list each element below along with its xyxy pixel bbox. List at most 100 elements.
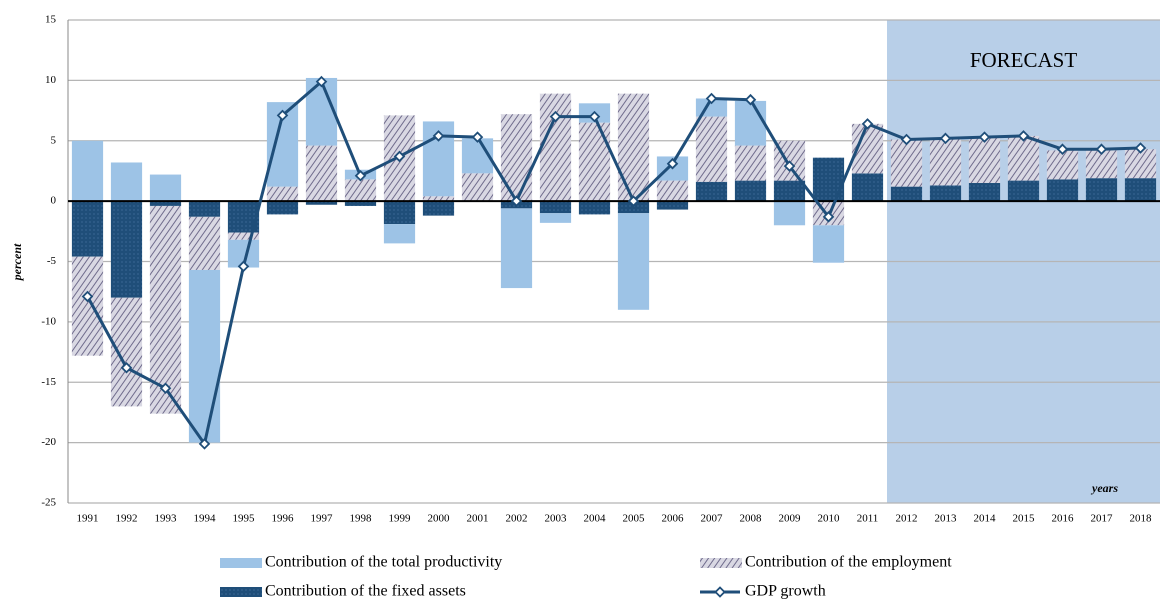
bar — [1124, 178, 1157, 202]
legend-label: Contribution of the fixed assets — [265, 583, 466, 600]
line — [86, 79, 1141, 448]
bar — [188, 201, 221, 217]
x-tick-label: 1996 — [272, 513, 295, 525]
marker — [900, 133, 913, 146]
bar — [110, 297, 143, 407]
x-tick-label: 1993 — [155, 513, 178, 525]
bar — [812, 225, 845, 263]
bar — [578, 201, 611, 215]
x-tick-label: 2015 — [1013, 513, 1036, 525]
bar — [539, 201, 572, 214]
x-tick-label: 2014 — [974, 513, 997, 525]
bar — [266, 201, 299, 215]
y-tick-label: 5 — [51, 134, 57, 146]
x-tick-label: 2003 — [545, 513, 568, 525]
x-tick-label: 2007 — [701, 513, 724, 525]
bar — [617, 213, 650, 310]
bar — [149, 174, 182, 202]
bar — [656, 201, 689, 210]
marker — [627, 195, 640, 207]
y-tick-label: 10 — [45, 74, 57, 86]
marker — [666, 157, 679, 170]
bar — [71, 256, 104, 356]
bar — [890, 139, 923, 187]
bar — [695, 181, 728, 202]
marker — [159, 382, 172, 395]
marker — [81, 290, 94, 303]
marker — [1095, 143, 1108, 155]
marker — [744, 93, 757, 106]
y-tick-label: 0 — [51, 195, 57, 207]
x-axis-label: years — [1090, 481, 1118, 495]
marker — [1056, 143, 1069, 155]
marker — [861, 118, 874, 130]
y-axis-label: percent — [10, 243, 24, 281]
bar — [149, 201, 182, 206]
y-tick-label: -20 — [41, 436, 56, 448]
bar — [422, 196, 455, 202]
bar — [149, 205, 182, 414]
legend-label: Contribution of the employment — [745, 554, 952, 571]
legend-swatch — [220, 558, 262, 568]
bar — [71, 140, 104, 202]
bar — [578, 122, 611, 202]
marker — [120, 361, 133, 374]
bar — [1007, 135, 1040, 181]
bar — [110, 162, 143, 202]
marker — [237, 260, 250, 273]
x-tick-label: 1991 — [77, 513, 99, 525]
x-tick-label: 2011 — [857, 513, 879, 525]
bar — [305, 145, 338, 202]
x-tick-label: 1997 — [311, 513, 334, 525]
marker — [315, 75, 328, 88]
x-tick-label: 2006 — [662, 513, 685, 525]
bar — [188, 216, 221, 270]
y-tick-label: -5 — [47, 255, 57, 267]
bar — [422, 201, 455, 216]
x-tick-label: 2004 — [584, 513, 607, 525]
y-tick-label: -25 — [41, 497, 56, 509]
marker — [822, 211, 835, 223]
legend-swatch — [220, 587, 262, 597]
bar — [617, 93, 650, 202]
x-tick-label: 2017 — [1091, 513, 1114, 525]
x-tick-label: 2013 — [935, 513, 958, 525]
marker — [471, 131, 484, 143]
x-tick-label: 2001 — [467, 513, 489, 525]
bar — [773, 201, 806, 226]
x-tick-label: 2010 — [818, 513, 841, 525]
marker — [978, 131, 991, 143]
bar — [305, 201, 338, 205]
x-tick-label: 2000 — [428, 513, 451, 525]
marker — [783, 160, 796, 172]
legend-swatch — [700, 558, 742, 568]
x-tick-label: 1995 — [233, 513, 256, 525]
legend-label: Contribution of the total productivity — [265, 554, 502, 571]
bar — [1046, 150, 1079, 180]
legend-label: GDP growth — [745, 583, 826, 600]
y-tick-label: -10 — [41, 315, 56, 327]
y-tick-label: 15 — [45, 14, 57, 26]
bar — [1007, 180, 1040, 202]
bar — [734, 145, 767, 181]
bar — [968, 137, 1001, 184]
bar — [227, 232, 260, 240]
x-tick-label: 2012 — [896, 513, 918, 525]
marker — [393, 150, 406, 163]
bar — [656, 180, 689, 202]
x-tick-label: 1992 — [116, 513, 138, 525]
marker — [432, 130, 445, 142]
bar — [695, 116, 728, 182]
x-tick-label: 1998 — [350, 513, 373, 525]
bar — [500, 208, 533, 289]
bar — [71, 201, 104, 257]
marker — [705, 92, 718, 105]
x-tick-label: 2009 — [779, 513, 802, 525]
bar — [461, 173, 494, 202]
x-tick-label: 2005 — [623, 513, 646, 525]
x-tick-label: 2016 — [1052, 513, 1075, 525]
bar — [617, 201, 650, 214]
bar — [539, 213, 572, 223]
bar — [851, 173, 884, 202]
bar — [266, 186, 299, 202]
